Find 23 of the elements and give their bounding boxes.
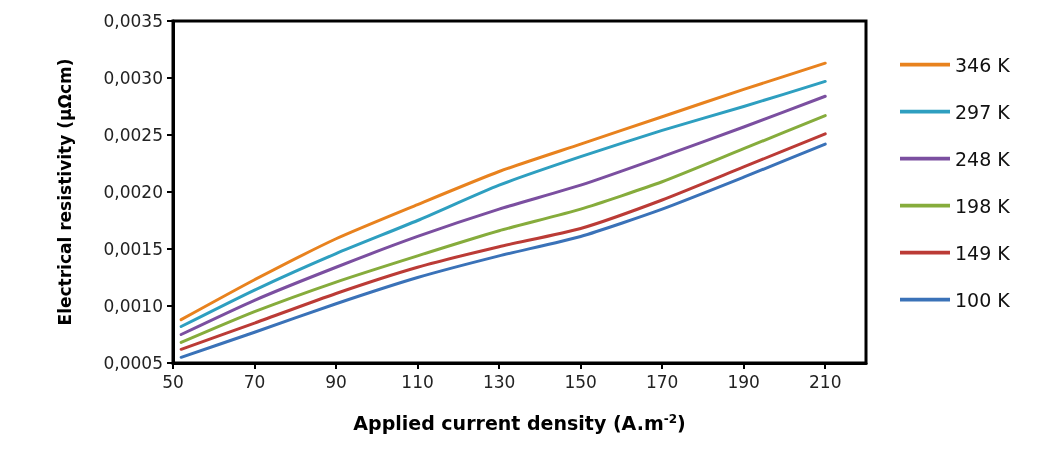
x-tick-label: 70 [243, 371, 266, 392]
x-tick-label: 90 [325, 371, 347, 392]
x-tick-label: 50 [162, 371, 184, 392]
legend-label: 346 K [955, 53, 1011, 76]
y-tick-label: 0,0010 [103, 296, 163, 316]
x-tick-label: 190 [727, 371, 760, 392]
legend-label: 198 K [955, 194, 1011, 217]
y-tick-label: 0,0025 [103, 125, 163, 145]
x-tick-label: 130 [482, 371, 516, 392]
legend-label: 248 K [955, 147, 1011, 170]
legend-label: 149 K [955, 241, 1011, 264]
y-tick-label: 0,0005 [103, 353, 163, 373]
x-tick-label: 170 [645, 371, 679, 392]
legend-label: 297 K [955, 100, 1011, 123]
y-tick-label: 0,0015 [103, 239, 163, 259]
x-tick-label: 150 [564, 371, 597, 392]
y-tick-label: 0,0030 [103, 68, 163, 88]
y-axis-title: Electrical resistivity (μΩcm) [54, 58, 75, 326]
legend-label: 100 K [955, 288, 1011, 311]
y-tick-label: 0,0035 [103, 11, 163, 31]
x-tick-label: 210 [809, 371, 842, 392]
x-tick-label: 110 [401, 371, 434, 392]
y-tick-label: 0,0020 [103, 182, 163, 202]
